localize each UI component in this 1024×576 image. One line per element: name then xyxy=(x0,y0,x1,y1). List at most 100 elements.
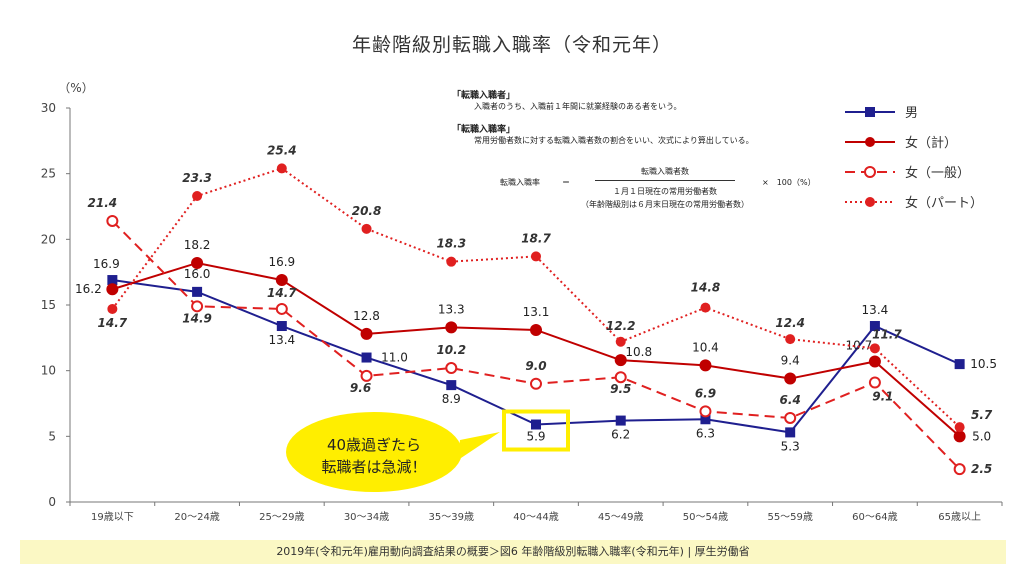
formula-denominator-note: （年齢階級別は６月末日現在の常用労働者数） xyxy=(581,200,749,209)
y-tick-label: 10 xyxy=(41,364,56,378)
data-point xyxy=(700,302,711,313)
data-point xyxy=(360,369,373,382)
data-point xyxy=(784,411,797,424)
data-label: 13.4 xyxy=(268,333,295,347)
data-label: 5.7 xyxy=(971,408,993,422)
data-label: 13.4 xyxy=(862,303,889,317)
data-point xyxy=(615,336,626,347)
data-label: 9.6 xyxy=(350,381,371,395)
data-label: 10.7 xyxy=(846,338,873,352)
data-point xyxy=(614,354,627,367)
data-point xyxy=(275,302,288,315)
data-label: 6.3 xyxy=(696,426,715,440)
formula-denominator: １月１日現在の常用労働者数 xyxy=(613,187,717,196)
data-label: 16.9 xyxy=(93,257,120,271)
data-point xyxy=(614,371,627,384)
legend-label: 女（パート） xyxy=(905,195,983,211)
callout-line: 40歳過ぎたら xyxy=(326,436,422,454)
data-point xyxy=(530,377,542,390)
data-label: 13.1 xyxy=(523,305,550,319)
data-point xyxy=(700,414,711,425)
x-tick-label: 30～34歳 xyxy=(344,511,389,523)
y-tick-label: 5 xyxy=(48,429,56,443)
data-point xyxy=(615,415,626,426)
data-point xyxy=(699,359,712,372)
highlight-box xyxy=(502,409,570,452)
data-point xyxy=(869,321,880,332)
data-point xyxy=(106,214,119,227)
data-point xyxy=(360,327,373,340)
formula-equals: ＝ xyxy=(562,178,570,187)
data-point xyxy=(869,343,880,354)
legend-label: 女（計） xyxy=(905,135,957,151)
x-tick-label: 40～44歳 xyxy=(513,511,558,523)
data-point xyxy=(276,321,287,332)
data-label: 21.4 xyxy=(88,196,118,210)
data-point xyxy=(785,334,796,345)
legend-label: 男 xyxy=(905,106,918,121)
callout-text: 40歳過ぎたら 転職者は急減！ xyxy=(300,434,448,478)
x-tick-label: 35～39歳 xyxy=(429,511,474,523)
x-tick-label: 20～24歳 xyxy=(174,511,219,523)
definition-heading: 「転職入職率」 xyxy=(452,125,516,135)
data-label: 5.0 xyxy=(972,429,991,443)
y-tick-label: 30 xyxy=(41,101,56,115)
data-label: 14.7 xyxy=(98,316,128,330)
data-label: 2.5 xyxy=(971,462,992,476)
data-label: 14.9 xyxy=(182,311,212,325)
line-chart: 0 5 10 15 20 25 30（%） 19歳以下 20～24歳 25～29歳 30～34歳 35… xyxy=(41,81,1003,523)
x-tick-label: 60～64歳 xyxy=(852,511,897,523)
x-tick-label: 25～29歳 xyxy=(259,511,304,523)
data-point xyxy=(445,321,458,334)
data-point xyxy=(361,223,372,234)
definition-text: 常用労働者数に対する転職入職者数の割合をいい、次式により算出している。 xyxy=(474,136,754,145)
data-label: 20.8 xyxy=(352,204,382,218)
x-tick-label: 45～49歳 xyxy=(598,511,643,523)
data-point xyxy=(531,419,541,430)
data-label: 8.9 xyxy=(442,392,461,406)
data-point xyxy=(785,427,796,438)
data-label: 11.0 xyxy=(381,351,408,365)
data-label: 9.5 xyxy=(610,382,631,396)
x-tick-label: 65歳以上 xyxy=(938,511,981,523)
data-label: 16.0 xyxy=(184,267,211,281)
data-point xyxy=(106,283,119,296)
data-point xyxy=(699,405,712,418)
data-label: 9.4 xyxy=(781,354,800,368)
data-label: 11.7 xyxy=(872,327,902,341)
data-point xyxy=(954,359,965,370)
formula-fraction-bar xyxy=(595,180,735,181)
source-footer: 2019年(令和元年)雇用動向調査結果の概要＞図6 年齢階級別転職入職率(令和元… xyxy=(20,540,1006,564)
data-point xyxy=(191,256,204,269)
x-tick-label: 55～59歳 xyxy=(767,511,812,523)
data-label: 16.2 xyxy=(75,282,102,296)
formula: 転職入職率 ＝ 転職入職者数 １月１日現在の常用労働者数 （年齢階級別は６月末日… xyxy=(500,166,820,216)
data-point xyxy=(446,256,457,267)
data-label: 5.9 xyxy=(526,430,545,444)
data-point xyxy=(445,362,458,375)
legend-marker xyxy=(864,166,876,178)
y-tick-label: 20 xyxy=(41,232,56,246)
data-label: 18.7 xyxy=(521,231,551,245)
data-point xyxy=(954,422,965,433)
data-point xyxy=(868,376,881,389)
data-point xyxy=(531,251,541,262)
data-point xyxy=(530,323,542,336)
legend-marker xyxy=(865,197,875,207)
data-point xyxy=(868,355,881,368)
definition-heading: 「転職入職者」 xyxy=(452,91,516,101)
callout-line: 転職者は急減！ xyxy=(321,458,427,476)
data-point xyxy=(275,274,288,287)
data-label: 9.1 xyxy=(872,389,893,403)
data-label: 18.2 xyxy=(184,238,211,252)
data-label: 14.7 xyxy=(267,286,297,300)
callout-bubble xyxy=(286,412,462,492)
x-tick-label: 50～54歳 xyxy=(683,511,728,523)
data-label: 12.4 xyxy=(775,316,805,330)
y-axis-label: （%） xyxy=(58,81,93,95)
data-label: 16.9 xyxy=(268,255,295,269)
data-point xyxy=(192,190,203,201)
data-label: 12.2 xyxy=(606,319,636,333)
data-label: 25.4 xyxy=(267,143,297,157)
formula-lhs: 転職入職率 xyxy=(500,178,540,187)
